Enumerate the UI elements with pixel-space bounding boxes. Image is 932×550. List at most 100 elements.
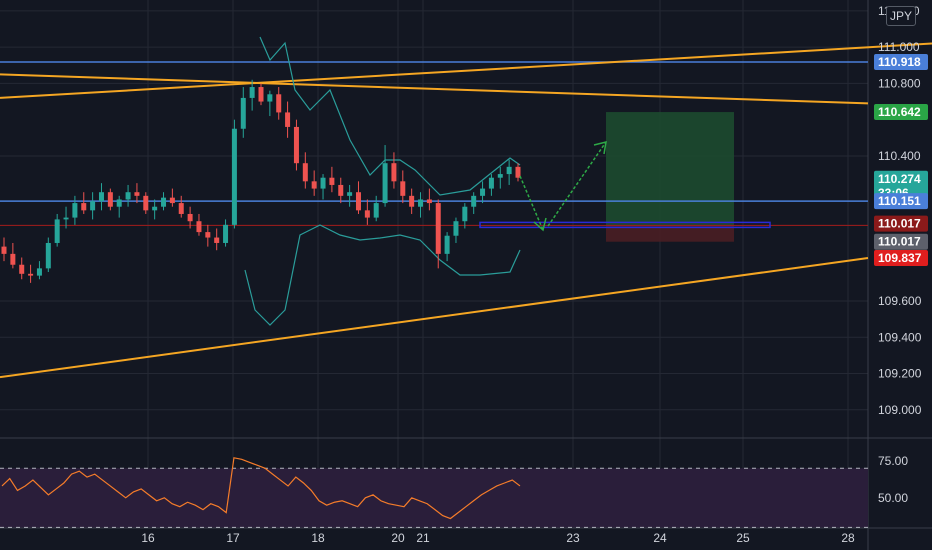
price-tick-label: 109.000 <box>878 403 922 417</box>
candle-body <box>444 235 450 254</box>
candle-body <box>125 192 131 200</box>
candle-body <box>107 192 113 207</box>
candle-body <box>364 210 370 218</box>
candle-body <box>187 213 193 222</box>
candle-body <box>435 203 441 254</box>
rsi-line <box>1 457 521 520</box>
candle-body <box>267 94 273 102</box>
time-tick-label: 24 <box>653 531 667 545</box>
candle-body <box>249 87 255 98</box>
candle-body <box>1 246 7 254</box>
candle-body <box>196 221 202 233</box>
candle-body <box>28 273 34 276</box>
rsi-band <box>0 468 868 528</box>
candle-body <box>214 237 220 243</box>
candle-body <box>497 174 503 178</box>
candle-body <box>391 163 397 182</box>
candle-body <box>488 177 494 189</box>
bollinger-lower <box>244 224 521 326</box>
drawing-lines[interactable] <box>0 42 932 379</box>
price-tick-label: 109.400 <box>878 330 922 344</box>
candle-body <box>19 264 25 274</box>
price-tag-label: 110.017 <box>878 235 921 249</box>
position-tool[interactable] <box>606 112 734 242</box>
candle-body <box>355 192 361 211</box>
price-tags: 110.918110.642110.27433:06110.151110.017… <box>874 54 928 267</box>
candle-body <box>347 192 353 196</box>
candle-body <box>480 188 486 196</box>
price-tick-label: 110.800 <box>878 76 921 90</box>
price-tag-label: 109.837 <box>878 251 922 265</box>
candle-body <box>98 192 104 202</box>
candle-body <box>373 203 379 218</box>
time-tick-label: 28 <box>841 531 855 545</box>
candle-body <box>45 242 51 269</box>
trend-line-upper-flat <box>0 73 869 105</box>
price-tag-label: 110.642 <box>878 105 921 119</box>
candle-body <box>63 217 69 220</box>
time-tick-label: 20 <box>391 531 405 545</box>
time-tick-label: 23 <box>566 531 580 545</box>
time-tick-label: 21 <box>416 531 430 545</box>
candle-body <box>223 224 229 243</box>
time-tick-label: 17 <box>226 531 240 545</box>
time-axis[interactable]: 16 17 18 20 21 23 24 25 28 <box>141 531 855 545</box>
candle-body <box>10 253 16 265</box>
trend-line-upper-resistance <box>0 42 932 99</box>
candle-body <box>426 199 432 204</box>
profit-zone <box>606 112 734 226</box>
candle-body <box>453 221 459 236</box>
candle-body <box>240 97 246 129</box>
price-tick-label: 110.400 <box>878 149 921 163</box>
bollinger-upper <box>259 36 521 196</box>
candle-body <box>320 177 326 189</box>
rsi-panel: 75.00 50.00 <box>0 454 908 528</box>
candle-body <box>302 163 308 182</box>
candle-body <box>231 128 237 225</box>
candle-body <box>515 166 521 178</box>
candle-body <box>418 199 424 207</box>
candle-body <box>311 181 317 189</box>
candle-body <box>329 177 335 185</box>
price-tag-label: 110.274 <box>878 172 921 186</box>
candle-body <box>169 197 175 204</box>
currency-badge[interactable]: JPY <box>886 6 916 26</box>
candle-body <box>258 87 264 102</box>
price-tag-label: 110.918 <box>878 55 921 69</box>
candle-body <box>134 192 140 196</box>
candle-body <box>143 195 149 211</box>
price-tag-label: 110.017 <box>878 217 921 231</box>
candle-body <box>90 201 96 211</box>
price-tag-label: 110.151 <box>878 194 921 208</box>
candle-body <box>81 203 87 211</box>
projection-arrows[interactable] <box>519 140 607 232</box>
candle-body <box>471 195 477 207</box>
candle-body <box>72 203 78 218</box>
candlestick-series <box>1 79 521 283</box>
time-tick-label: 16 <box>141 531 155 545</box>
trend-line-lower-support <box>0 257 869 379</box>
candle-body <box>338 184 344 196</box>
price-tag <box>874 250 928 267</box>
candle-body <box>506 166 512 175</box>
price-tag <box>874 215 928 232</box>
candle-body <box>462 206 468 222</box>
price-tag <box>874 54 928 71</box>
candle-body <box>205 232 211 238</box>
entry-rectangle <box>479 221 771 229</box>
price-tag <box>874 193 928 210</box>
candle-body <box>161 197 167 207</box>
price-tick-label: 111.000 <box>878 40 920 54</box>
arrow-up-head <box>593 140 607 155</box>
price-tick-label: 109.600 <box>878 294 922 308</box>
candle-body <box>382 163 388 204</box>
candle-body <box>285 112 291 127</box>
candle-body <box>276 94 282 113</box>
price-tick-label: 109.200 <box>878 367 922 381</box>
rsi-tick-label: 75.00 <box>878 454 908 468</box>
price-tag <box>874 233 928 250</box>
candle-body <box>178 203 184 214</box>
candle-body <box>152 206 158 211</box>
